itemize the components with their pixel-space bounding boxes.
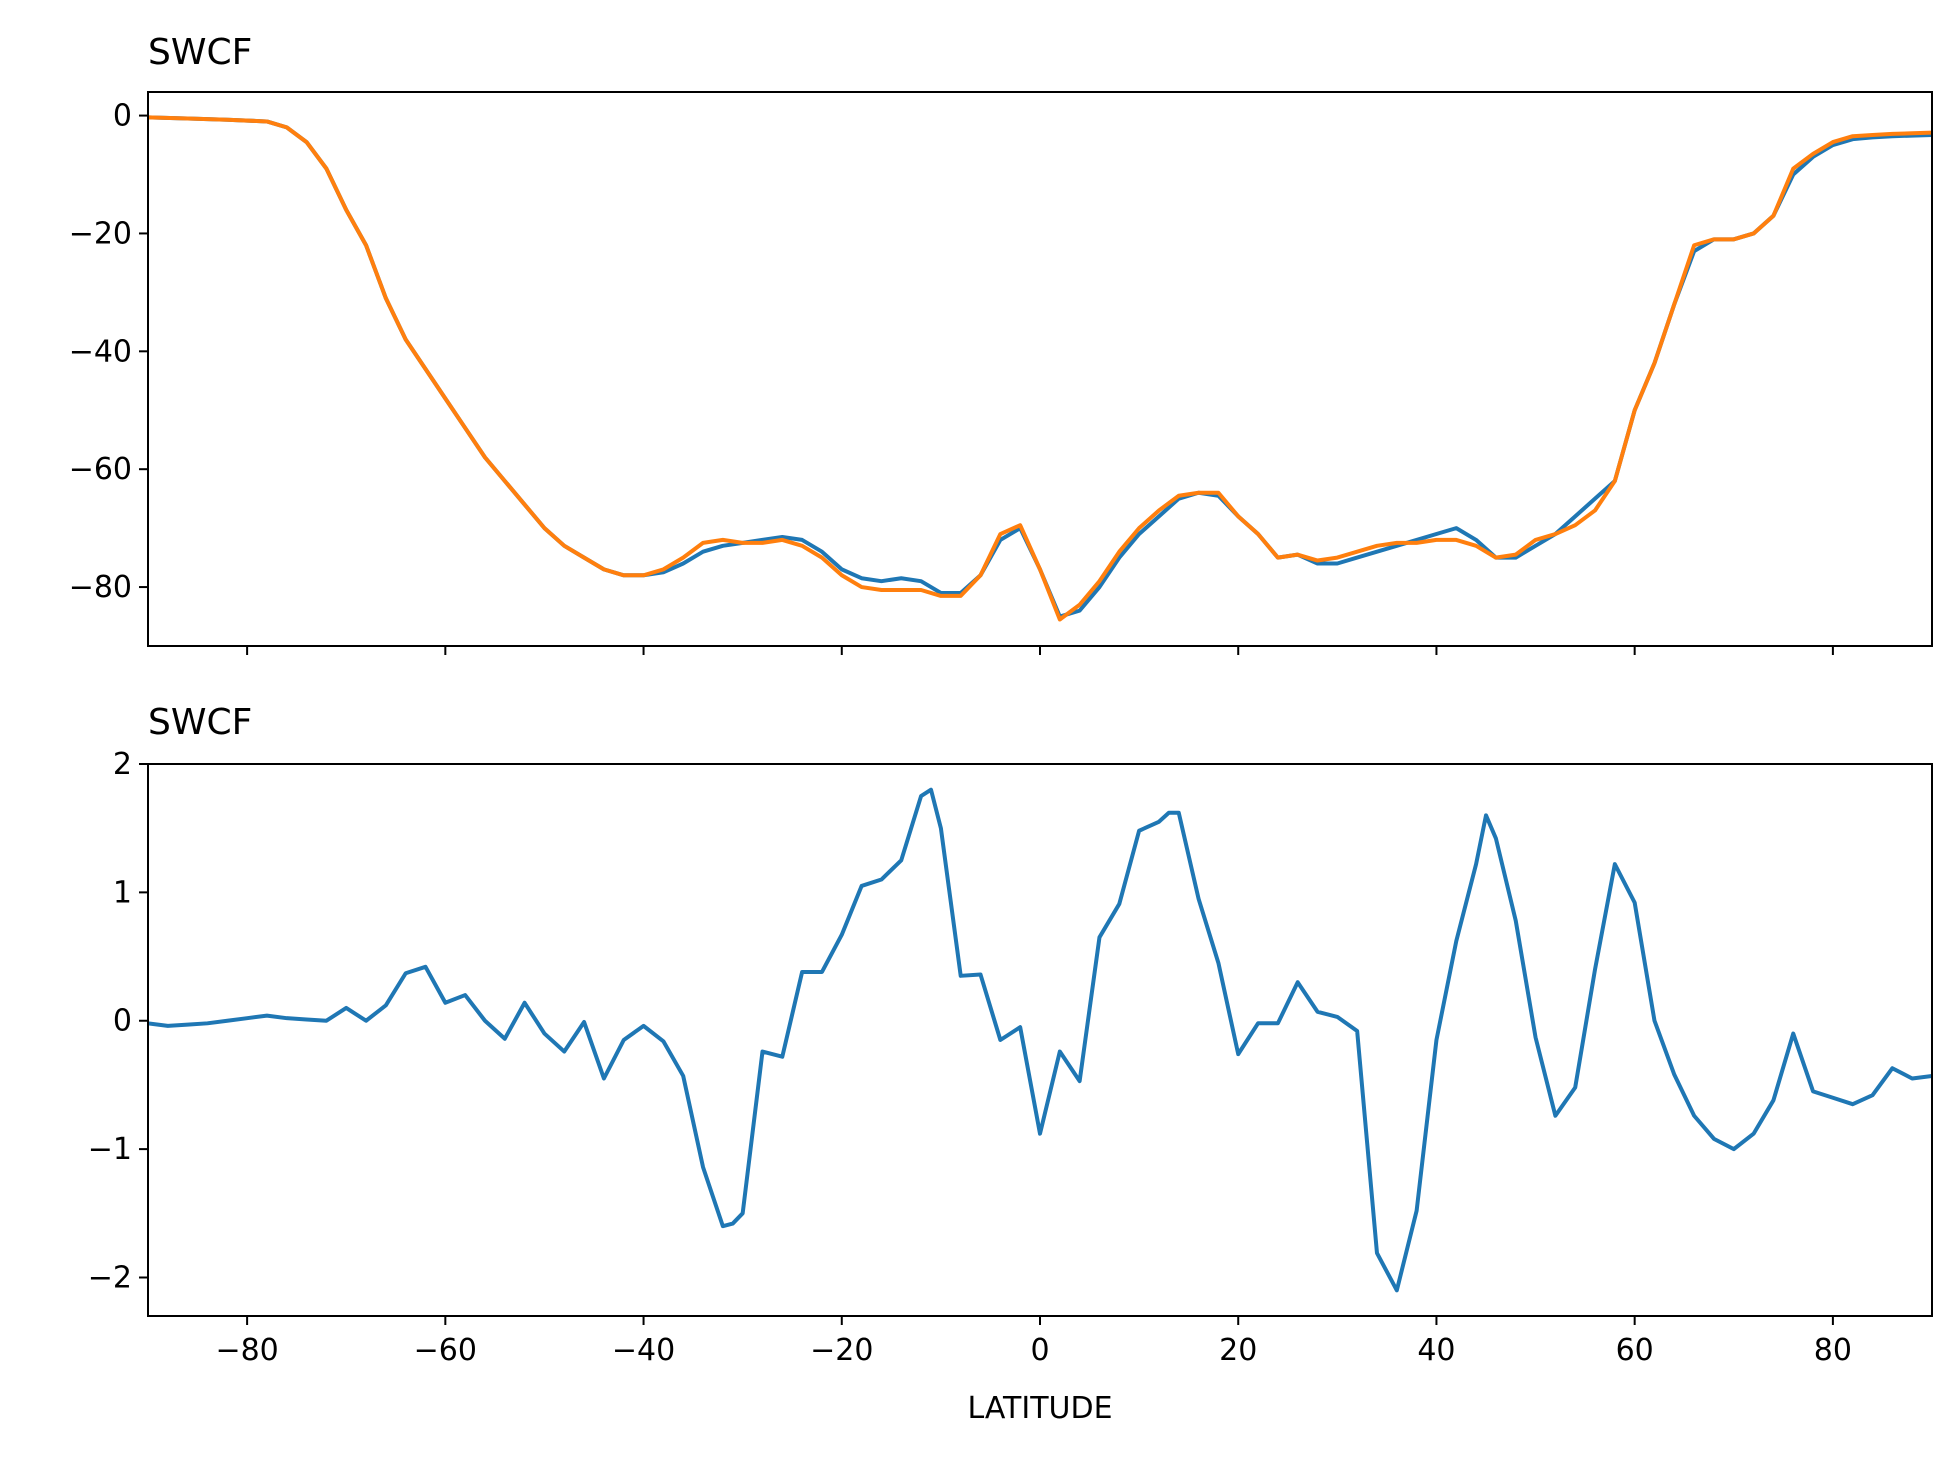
y-tick-label: 1 bbox=[113, 875, 132, 910]
y-tick-label: 0 bbox=[113, 99, 132, 134]
x-axis-label: LATITUDE bbox=[967, 1391, 1112, 1426]
top-x-axis bbox=[246, 646, 1834, 655]
x-tick-label: −60 bbox=[414, 1333, 477, 1368]
y-tick-label: 0 bbox=[113, 1004, 132, 1039]
x-tick-label: −40 bbox=[612, 1333, 675, 1368]
bottom-plot-area bbox=[148, 787, 1932, 1293]
bottom-x-axis: −80 −60 −40 −20 0 20 40 60 80 bbox=[215, 1316, 1852, 1368]
top-axes-frame bbox=[147, 91, 1933, 647]
x-tick-label: 80 bbox=[1814, 1333, 1852, 1368]
top-panel-title: SWCF bbox=[148, 32, 252, 73]
y-tick-label: 2 bbox=[113, 747, 132, 782]
y-tick-label: −2 bbox=[88, 1260, 132, 1295]
bottom-axes-frame bbox=[147, 763, 1933, 1317]
y-tick-label: −40 bbox=[69, 334, 132, 369]
x-tick-label: −20 bbox=[810, 1333, 873, 1368]
x-tick-label: 20 bbox=[1219, 1333, 1257, 1368]
x-tick-label: 60 bbox=[1616, 1333, 1654, 1368]
x-tick-label: 0 bbox=[1030, 1333, 1049, 1368]
y-tick-label: −20 bbox=[69, 216, 132, 251]
series-line-1 bbox=[148, 787, 1932, 1293]
x-tick-label: −80 bbox=[215, 1333, 278, 1368]
y-tick-label: −80 bbox=[69, 570, 132, 605]
top-plot-area bbox=[148, 115, 1932, 622]
top-panel: SWCF 0 −20 −40 −60 −80 bbox=[69, 32, 1933, 655]
top-y-axis: 0 −20 −40 −60 −80 bbox=[69, 99, 148, 605]
bottom-panel-title: SWCF bbox=[148, 702, 252, 743]
bottom-panel: SWCF 2 1 0 −1 −2 −80 −60 −40 −20 0 20 40 60 80 LATIT… bbox=[88, 702, 1933, 1426]
y-tick-label: −1 bbox=[88, 1132, 132, 1167]
series-line-2 bbox=[148, 115, 1932, 622]
y-tick-label: −60 bbox=[69, 452, 132, 487]
bottom-y-axis: 2 1 0 −1 −2 bbox=[88, 747, 148, 1295]
x-tick-label: 40 bbox=[1417, 1333, 1455, 1368]
